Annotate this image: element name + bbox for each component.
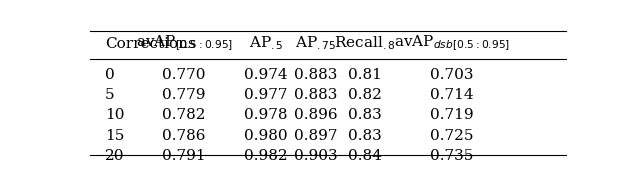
Text: avAP$_{[0.5:0.95]}$: avAP$_{[0.5:0.95]}$ (136, 34, 233, 53)
Text: 0.980: 0.980 (244, 129, 288, 143)
Text: AP$_{.75}$: AP$_{.75}$ (295, 35, 337, 52)
Text: 0.779: 0.779 (163, 88, 206, 102)
Text: 0: 0 (105, 67, 115, 82)
Text: avAP$_{dsb[0.5:0.95]}$: avAP$_{dsb[0.5:0.95]}$ (394, 34, 510, 53)
Text: 0.83: 0.83 (348, 108, 382, 122)
Text: 0.896: 0.896 (294, 108, 337, 122)
Text: 20: 20 (105, 149, 124, 163)
Text: 0.897: 0.897 (294, 129, 337, 143)
Text: 15: 15 (105, 129, 124, 143)
Text: 0.81: 0.81 (348, 67, 382, 82)
Text: 0.82: 0.82 (348, 88, 382, 102)
Text: 0.786: 0.786 (163, 129, 206, 143)
Text: AP$_{.5}$: AP$_{.5}$ (248, 35, 284, 52)
Text: 0.83: 0.83 (348, 129, 382, 143)
Text: 0.714: 0.714 (430, 88, 474, 102)
Text: 0.770: 0.770 (163, 67, 206, 82)
Text: 0.978: 0.978 (244, 108, 288, 122)
Text: 0.883: 0.883 (294, 88, 337, 102)
Text: 0.903: 0.903 (294, 149, 337, 163)
Text: 0.974: 0.974 (244, 67, 288, 82)
Text: 0.719: 0.719 (430, 108, 474, 122)
Text: 0.791: 0.791 (163, 149, 206, 163)
Text: Recall$_{.8}$: Recall$_{.8}$ (335, 35, 396, 52)
Text: 0.735: 0.735 (430, 149, 474, 163)
Text: 10: 10 (105, 108, 124, 122)
Text: 0.982: 0.982 (244, 149, 288, 163)
Text: 0.977: 0.977 (244, 88, 288, 102)
Text: 0.84: 0.84 (348, 149, 382, 163)
Text: 0.883: 0.883 (294, 67, 337, 82)
Text: Corrections: Corrections (105, 37, 196, 50)
Text: 0.725: 0.725 (430, 129, 474, 143)
Text: 0.782: 0.782 (163, 108, 206, 122)
Text: 0.703: 0.703 (430, 67, 474, 82)
Text: 5: 5 (105, 88, 115, 102)
